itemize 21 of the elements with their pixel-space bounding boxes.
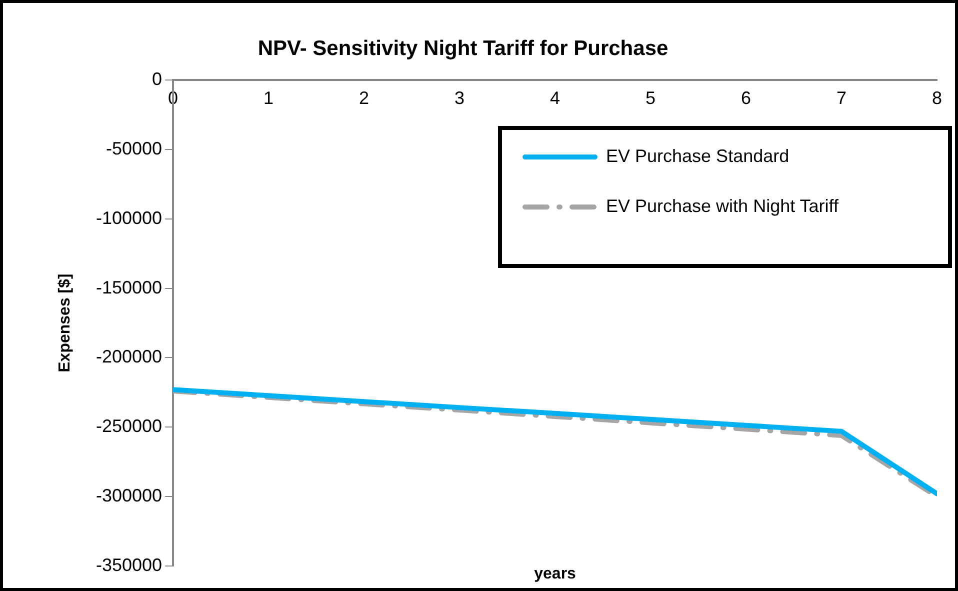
- x-tick-label: 7: [836, 88, 847, 108]
- y-tick-label: -350000: [96, 554, 162, 575]
- x-tick-label: 8: [932, 88, 942, 108]
- y-axis-title: Expenses [$]: [56, 274, 74, 372]
- x-axis-title: years: [534, 565, 576, 582]
- legend-label: EV Purchase with Night Tariff: [606, 196, 840, 216]
- legend-label: EV Purchase Standard: [606, 146, 790, 166]
- y-tick-label: -150000: [96, 277, 162, 298]
- x-tick-label: 5: [646, 88, 656, 108]
- y-tick-label: -250000: [96, 416, 162, 436]
- y-tick-label: -200000: [96, 346, 162, 367]
- y-tick-label: -100000: [96, 208, 162, 228]
- x-tick-label: 6: [741, 88, 752, 108]
- x-tick-label: 2: [359, 88, 370, 108]
- x-tick-label: 4: [550, 88, 560, 108]
- x-tick-label: 1: [264, 88, 274, 108]
- y-tick-label: 0: [152, 68, 162, 89]
- chart-title: NPV- Sensitivity Night Tariff for Purchase: [258, 36, 668, 60]
- y-tick-label: -300000: [96, 486, 162, 506]
- x-tick-label: 3: [454, 88, 465, 108]
- y-tick-label: -50000: [106, 138, 162, 158]
